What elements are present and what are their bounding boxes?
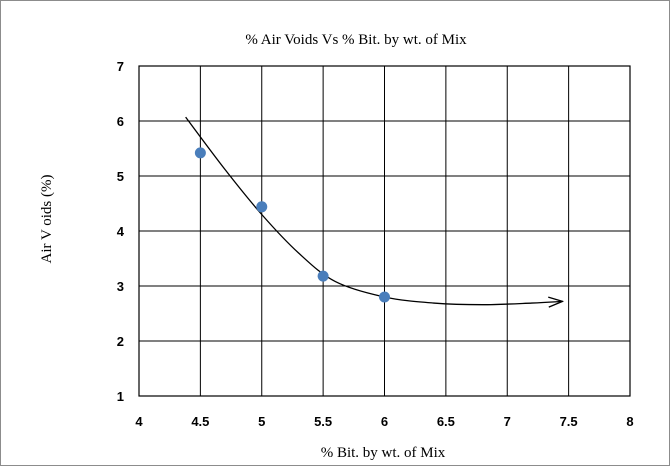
x-tick-label: 5.5 [314,414,332,429]
data-point [317,270,329,282]
data-point [256,201,268,213]
x-tick-label: 5 [258,414,265,429]
plot-area-border [138,65,631,397]
x-tick-label: 7.5 [560,414,578,429]
chart-title: % Air Voids Vs % Bit. by wt. of Mix [245,32,467,48]
y-tick-label: 4 [117,224,125,239]
y-tick-label: 6 [117,114,124,129]
data-point [379,291,390,303]
tick-labels: 4 4.5 5 5.5 6 6.5 7 7.5 8 1 2 3 4 5 6 7 [117,59,634,429]
x-tick-label: 6 [381,414,388,429]
trendline-curve [185,116,563,305]
y-tick-label: 7 [117,59,124,74]
y-tick-label: 1 [117,389,124,404]
y-axis-label: Air V oids (%) [39,174,55,263]
grid [138,65,631,397]
x-tick-label: 4.5 [191,414,209,429]
x-tick-label: 4 [135,414,143,429]
y-tick-label: 2 [117,334,124,349]
data-points [194,147,390,303]
x-axis-label: % Bit. by wt. of Mix [321,445,446,461]
x-tick-label: 7 [504,414,511,429]
x-tick-label: 6.5 [437,414,455,429]
x-tick-label: 8 [626,414,633,429]
y-tick-label: 5 [117,169,124,184]
y-tick-label: 3 [117,279,124,294]
trendline [185,116,563,305]
data-point [194,147,206,159]
